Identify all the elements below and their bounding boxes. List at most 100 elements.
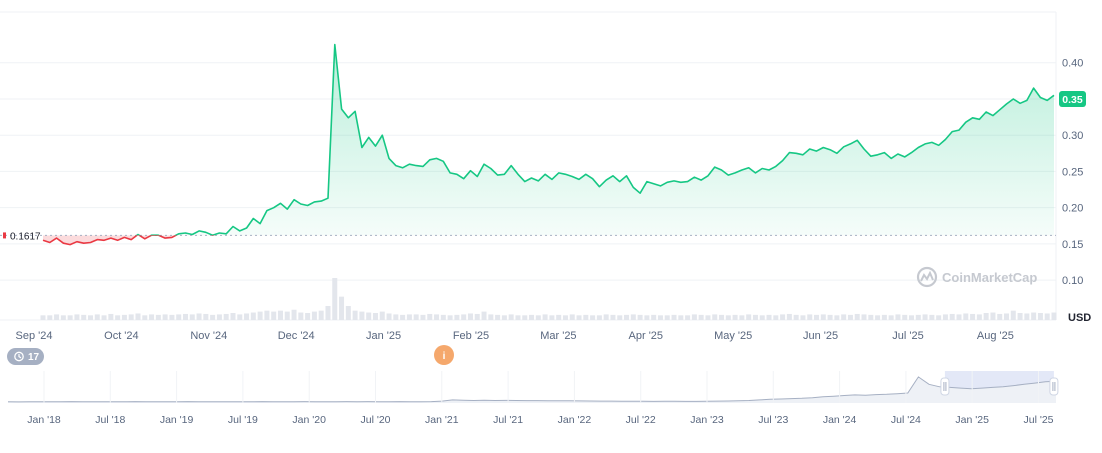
volume-bar xyxy=(508,314,514,320)
events-toggle[interactable]: 17 xyxy=(7,348,44,365)
x-tick-label: Sep '24 xyxy=(16,330,53,342)
navigator-tick-label: Jan '20 xyxy=(292,414,326,426)
navigator-tick-label: Jul '25 xyxy=(1023,414,1053,426)
volume-bar xyxy=(603,314,609,320)
navigator-tick-label: Jan '24 xyxy=(823,414,857,426)
volume-bar xyxy=(834,315,840,320)
volume-bar xyxy=(101,315,107,320)
x-axis: Sep '24 Oct '24 Nov '24 Dec '24 Jan '25 Feb '… xyxy=(16,330,1014,342)
volume-bar xyxy=(997,313,1003,320)
volume-bar xyxy=(990,312,996,320)
x-tick-label: Mar '25 xyxy=(540,330,576,342)
navigator-tick-label: Jul '21 xyxy=(493,414,523,426)
volume-bar xyxy=(800,315,806,320)
volume-bar xyxy=(40,315,46,320)
volume-bar xyxy=(963,313,969,320)
volume-bar xyxy=(481,311,487,320)
volume-bar xyxy=(644,315,650,320)
history-icon xyxy=(14,351,24,362)
volume-bar xyxy=(970,313,976,320)
volume-bar xyxy=(298,312,304,320)
volume-bar xyxy=(176,314,182,320)
navigator-tick-label: Jan '19 xyxy=(160,414,194,426)
volume-bar xyxy=(325,306,331,320)
x-tick-label: Apr '25 xyxy=(629,330,664,342)
volume-bar xyxy=(379,311,385,320)
x-tick-label: Jun '25 xyxy=(803,330,838,342)
volume-bar xyxy=(949,313,955,320)
volume-bar xyxy=(128,314,134,320)
volume-bar xyxy=(318,310,324,320)
volume-bar xyxy=(630,314,636,320)
volume-bar xyxy=(793,314,799,320)
volume-bar xyxy=(590,315,596,320)
reference-price-label: 0.1617 xyxy=(3,231,41,242)
volume-bar xyxy=(766,314,772,320)
y-tick-label: 0.30 xyxy=(1062,130,1083,142)
price-line-up xyxy=(135,43,1055,236)
volume-bar xyxy=(223,313,229,320)
volume-bar xyxy=(400,314,406,320)
volume-bar xyxy=(827,314,833,320)
reference-marker xyxy=(3,232,6,239)
volume-bar xyxy=(230,313,236,320)
volume-bar xyxy=(1037,313,1043,320)
volume-bar xyxy=(67,315,73,320)
volume-bar xyxy=(671,314,677,320)
volume-bar xyxy=(189,314,195,320)
volume-bar xyxy=(250,312,256,320)
volume-bar xyxy=(467,313,473,320)
y-tick-label: 0.40 xyxy=(1062,58,1083,70)
volume-bar xyxy=(196,313,202,320)
volume-bar xyxy=(1044,313,1050,320)
volume-bar xyxy=(617,315,623,320)
volume-bar xyxy=(366,312,372,320)
x-tick-label: Aug '25 xyxy=(977,330,1014,342)
volume-bar xyxy=(610,314,616,320)
volume-bar xyxy=(413,314,419,320)
x-tick-label: Dec '24 xyxy=(278,330,315,342)
volume-bar xyxy=(277,310,283,320)
current-price-badge-bg xyxy=(1059,90,1086,107)
volume-bar xyxy=(624,314,630,320)
volume-bar xyxy=(427,313,433,320)
navigator-left-handle[interactable] xyxy=(940,377,950,396)
volume-bar xyxy=(182,313,188,320)
volume-bar xyxy=(942,314,948,320)
volume-bar xyxy=(115,315,121,320)
volume-bar xyxy=(488,314,494,320)
volume-bar xyxy=(162,314,168,320)
volume-bar xyxy=(956,314,962,320)
price-area-down xyxy=(43,235,176,245)
volume-bar xyxy=(47,315,53,320)
volume-bar xyxy=(87,315,93,320)
volume-bar xyxy=(732,314,738,320)
volume-bar xyxy=(386,313,392,320)
volume-bar xyxy=(902,314,908,320)
volume-bar xyxy=(691,314,697,320)
watermark-text: CoinMarketCap xyxy=(942,270,1037,285)
volume-bar xyxy=(257,311,263,320)
navigator-right-handle[interactable] xyxy=(1049,377,1059,396)
volume-bar xyxy=(576,315,582,320)
event-count: 17 xyxy=(28,352,40,363)
volume-bar xyxy=(664,315,670,320)
volume-bar xyxy=(447,315,453,320)
event-marker[interactable]: i xyxy=(434,345,454,365)
volume-bar xyxy=(868,314,874,320)
volume-bar xyxy=(352,310,358,320)
range-navigator[interactable]: Jan '18 Jul '18 Jan '19 Jul '19 Jan '20 Jul '… xyxy=(7,371,1059,426)
volume-bar xyxy=(305,313,311,320)
currency-label: USD xyxy=(1068,312,1091,324)
volume-bar xyxy=(861,314,867,320)
volume-bar xyxy=(888,315,894,320)
volume-bar xyxy=(1004,313,1010,320)
volume-bar xyxy=(264,310,270,320)
volume-bar xyxy=(542,314,548,320)
navigator-tick-label: Jan '23 xyxy=(690,414,724,426)
volume-bar xyxy=(556,314,562,320)
volume-bar xyxy=(983,313,989,320)
volume-bar xyxy=(393,314,399,320)
reference-price-text: 0.1617 xyxy=(10,231,41,242)
